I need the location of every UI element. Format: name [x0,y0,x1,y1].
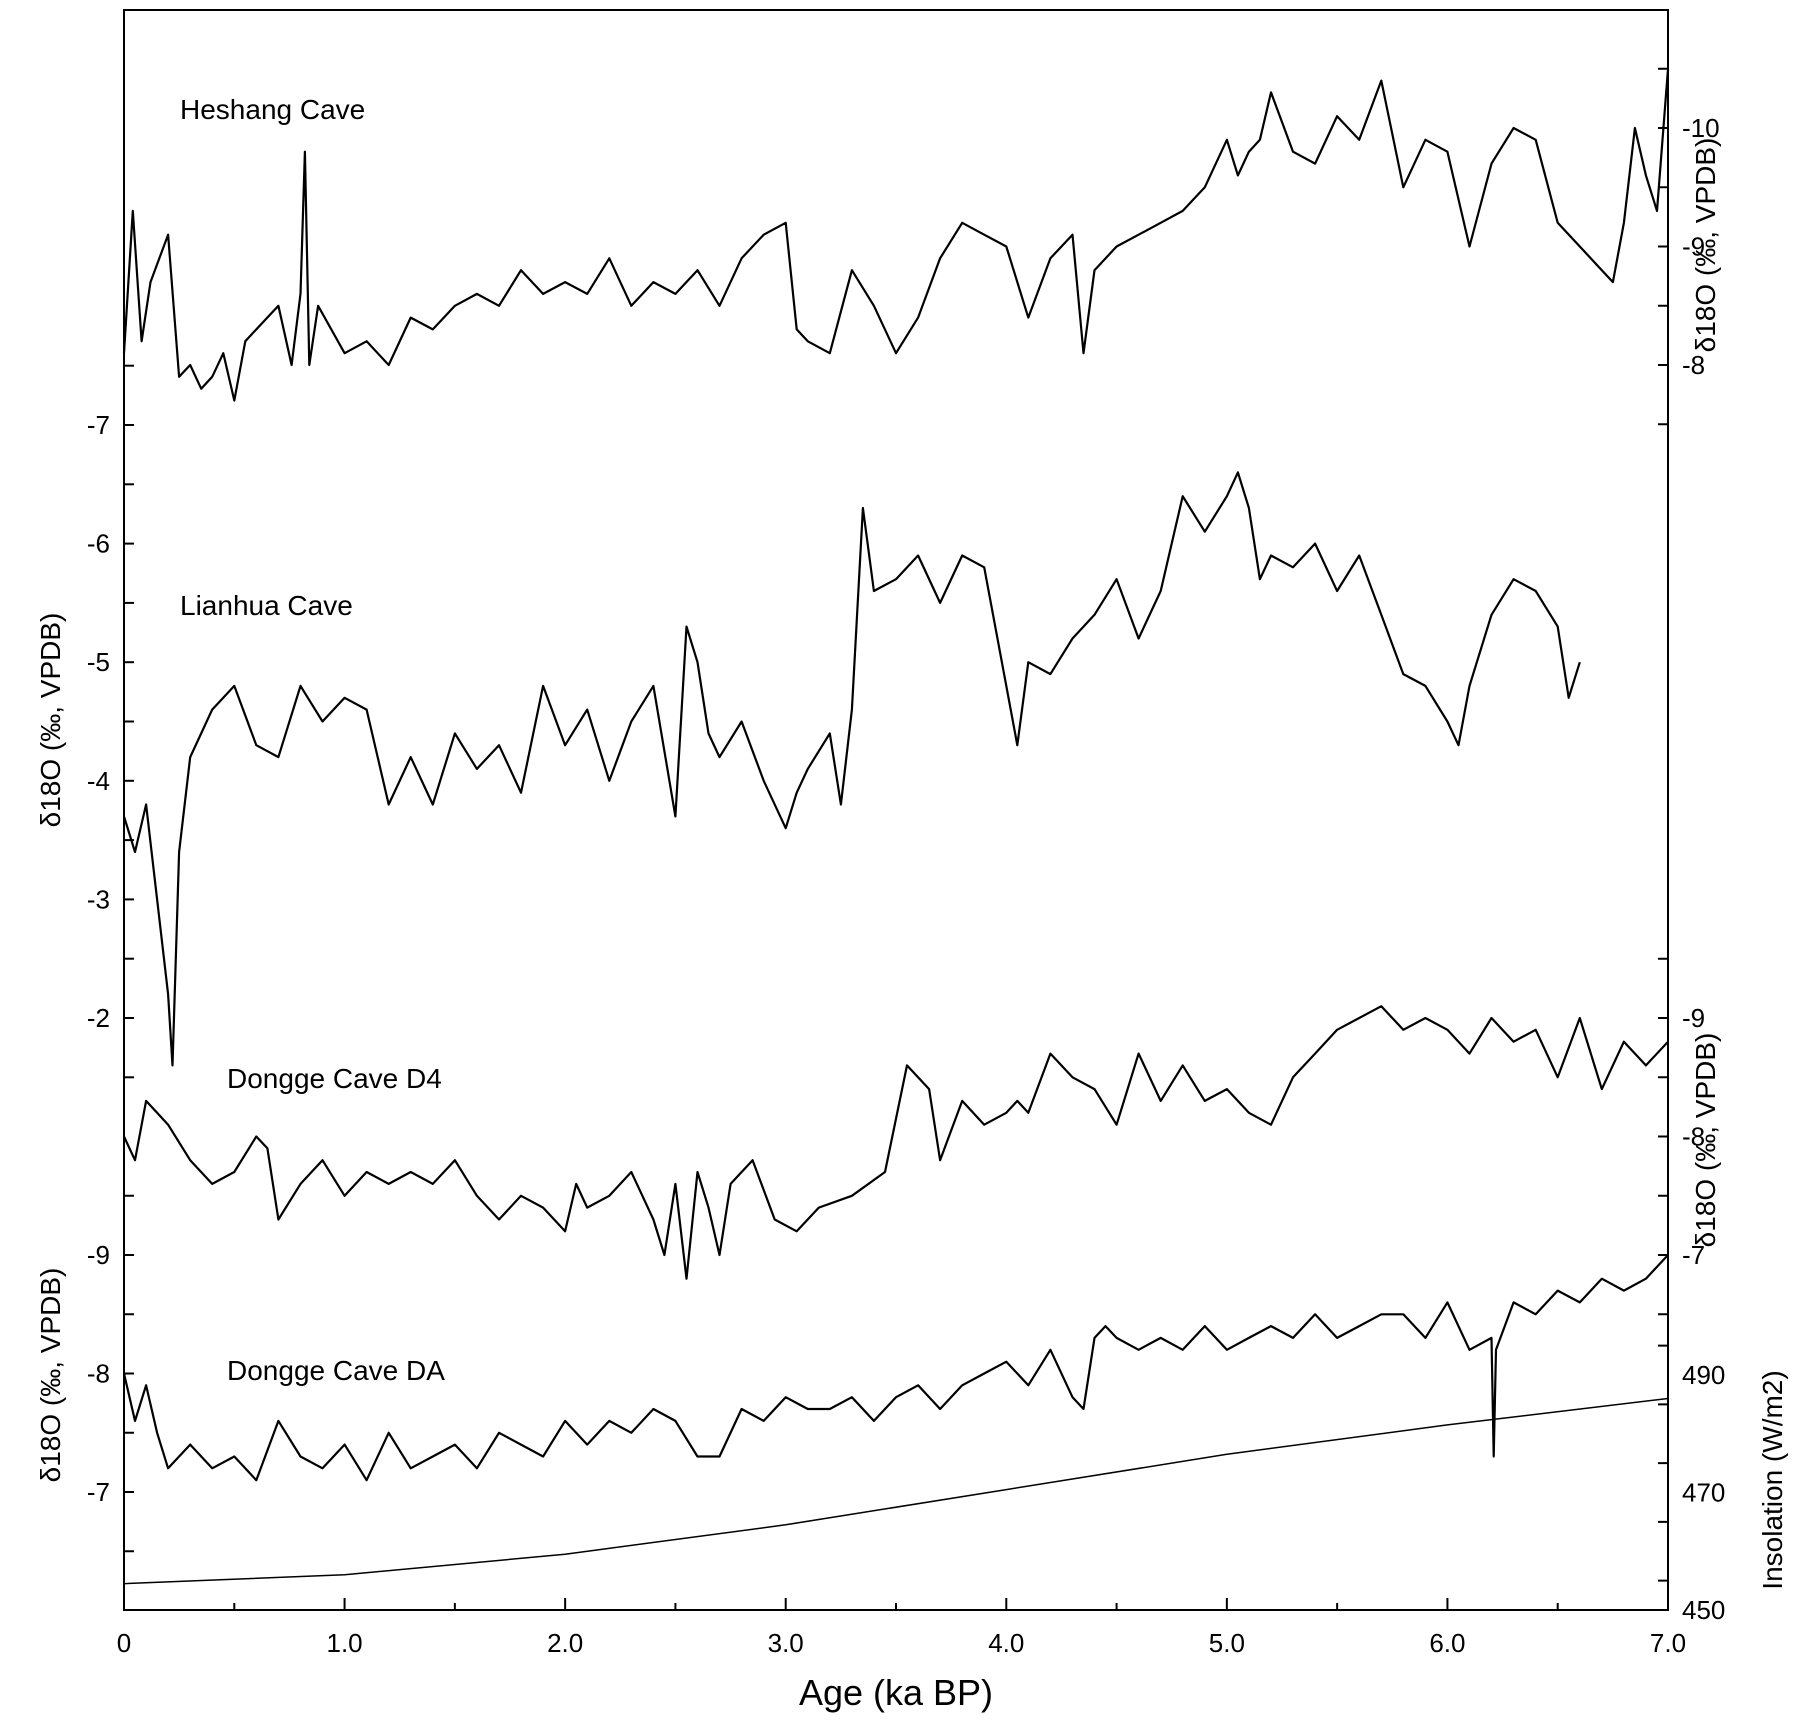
y-tick-label: -4 [87,766,110,796]
axis-ticks [123,67,1669,1610]
series-label: Heshang Cave [180,94,365,125]
series-lines [122,68,1670,1585]
y-axis-title: δ18O (‰, VPDB) [1690,138,1721,353]
y-tick-label: -8 [87,1359,110,1389]
x-tick-label: 4.0 [988,1628,1024,1658]
chart-labels: 0 1.0 2.0 3.0 4.0 5.0 6.0 7.0 Age (ka BP) -10 -9 -8… [35,94,1788,1713]
x-tick-label: 7.0 [1650,1628,1686,1658]
x-tick-label: 1.0 [326,1628,362,1658]
y-tick-label: 490 [1682,1360,1725,1390]
y-tick-label: 470 [1682,1478,1725,1508]
y-tick-label: -6 [87,529,110,559]
series-label: Lianhua Cave [180,590,353,621]
y-tick-label: -9 [87,1240,110,1270]
y-tick-label: -7 [87,1477,110,1507]
y-tick-label: -7 [87,410,110,440]
x-tick-label: 5.0 [1209,1628,1245,1658]
y-tick-label: -8 [1682,350,1705,380]
y-axis-title: δ18O (‰, VPDB) [35,613,66,828]
series-label: Dongge Cave DA [227,1355,445,1386]
series-line-heshang-cave [122,68,1670,402]
series-line-dongge-cave-da [122,1254,1669,1482]
y-tick-label: -9 [1682,232,1705,262]
y-tick-label: -9 [1682,1003,1705,1033]
y-tick-label: -10 [1682,113,1720,143]
x-tick-label: 0 [117,1628,131,1658]
series-line-insolation [123,1397,1669,1585]
y-tick-label: 450 [1682,1595,1725,1625]
y-tick-label: -2 [87,1003,110,1033]
y-tick-label: -7 [1682,1240,1705,1270]
series-label: Dongge Cave D4 [227,1063,442,1094]
x-tick-label: 6.0 [1429,1628,1465,1658]
y-axis-title: δ18O (‰, VPDB) [1690,1033,1721,1248]
y-tick-label: -5 [87,647,110,677]
y-axis-title: Insolation (W/m2) [1757,1370,1788,1589]
x-tick-label: 3.0 [768,1628,804,1658]
y-tick-label: -8 [1682,1122,1705,1152]
y-tick-label: -3 [87,884,110,914]
x-axis-title: Age (ka BP) [799,1672,993,1713]
y-axis-title: δ18O (‰, VPDB) [35,1268,66,1483]
x-tick-label: 2.0 [547,1628,583,1658]
series-line-lianhua-cave [122,471,1581,1067]
series-line-dongge-cave-d4 [123,1005,1669,1280]
